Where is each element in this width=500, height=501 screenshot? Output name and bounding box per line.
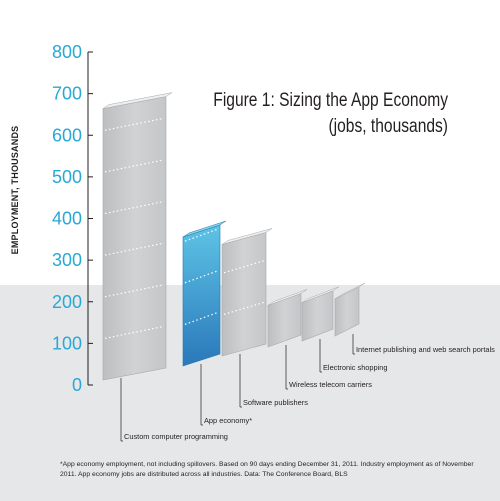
bar-top-face (221, 228, 273, 245)
category-label: App economy* (204, 416, 252, 425)
bar (267, 292, 302, 348)
category-label: Custom computer programming (124, 432, 228, 441)
y-tick-label: 0 (72, 375, 82, 395)
bar-top-face (182, 220, 227, 238)
bar (221, 232, 267, 357)
y-tick-label: 600 (52, 125, 82, 145)
bar-top-face (301, 286, 340, 303)
bar-top-face (102, 92, 173, 109)
bar (301, 290, 334, 342)
footnote: *App economy employment, not including s… (60, 461, 474, 478)
chart-title: Figure 1: Sizing the App Economy (jobs, … (202, 88, 448, 140)
category-label: Electronic shopping (323, 363, 388, 372)
category-label: Internet publishing and web search porta… (356, 345, 495, 354)
y-tick-label: 300 (52, 250, 82, 270)
y-tick-label: 400 (52, 209, 82, 229)
bar-dotted-band (184, 270, 219, 284)
category-label: Software publishers (243, 398, 308, 407)
bar-top-face (267, 289, 308, 306)
category-label: Wireless telecom carriers (289, 380, 372, 389)
y-tick-label: 100 (52, 333, 82, 353)
y-tick-label: 700 (52, 84, 82, 104)
title-line-2: (jobs, thousands) (328, 116, 448, 137)
bar-dotted-band (223, 301, 265, 315)
y-tick-label: 200 (52, 292, 82, 312)
y-axis-label: EMPLOYMENT, THOUSANDS (10, 125, 20, 255)
bar (102, 96, 167, 381)
bar (182, 224, 221, 367)
y-tick-label: 800 (52, 42, 82, 62)
bar-dotted-band (184, 228, 219, 242)
bar-dotted-band (223, 260, 265, 274)
y-tick-label: 500 (52, 167, 82, 187)
bar (334, 286, 360, 337)
title-line-1: Figure 1: Sizing the App Economy (213, 90, 448, 111)
bar-dotted-band (184, 311, 219, 325)
bar-top-face (334, 282, 366, 300)
